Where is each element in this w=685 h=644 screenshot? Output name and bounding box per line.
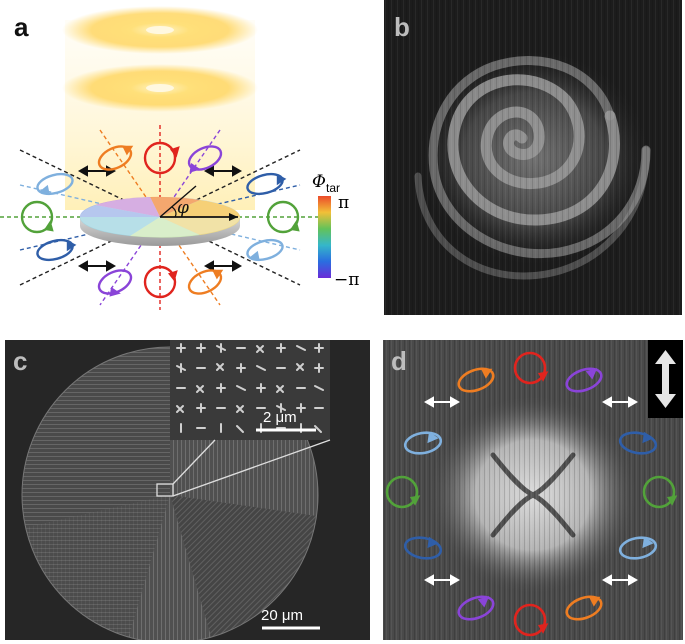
polarization-ellipses [385, 351, 678, 637]
metasurface-schematic: φ Φ tar π −π [0, 6, 359, 310]
colorbar-title-subscript: tar [326, 181, 340, 195]
colorbar-title: Φ [312, 172, 326, 192]
panel-b: b [384, 0, 682, 315]
panel-label-b: b [394, 12, 410, 42]
spiral-interference-image [384, 0, 682, 315]
linear-polarization-arrows [423, 396, 639, 586]
vector-beam-intensity-image [383, 340, 683, 640]
inset-scale-label: 2 μm [263, 409, 297, 426]
polarization-ellipses [20, 141, 300, 299]
sem-metasurface-image: 2 μm 20 μm [5, 340, 370, 640]
linear-polarization-arrows [77, 165, 243, 272]
angle-label: φ [177, 198, 189, 218]
inset-sem-zoom [170, 340, 330, 440]
colorbar-max-label: π [338, 193, 349, 213]
analyzer-vertical-arrow-icon [655, 350, 676, 408]
colorbar-min-label: −π [334, 270, 359, 290]
panel-label-a: a [14, 12, 29, 42]
phase-colorbar [318, 196, 331, 278]
donut-hole-top [146, 26, 174, 34]
panel-label-c: c [13, 346, 28, 376]
panel-a: φ Φ tar π −π a [0, 0, 375, 320]
panel-label-d: d [391, 346, 407, 376]
main-scale-label: 20 μm [261, 607, 303, 624]
panel-c: 2 μm 20 μm c [5, 340, 370, 640]
panel-d: d [383, 340, 683, 640]
metasurface-disk [79, 185, 241, 246]
zoom-region-box [156, 483, 174, 497]
donut-hole-middle [146, 84, 174, 92]
